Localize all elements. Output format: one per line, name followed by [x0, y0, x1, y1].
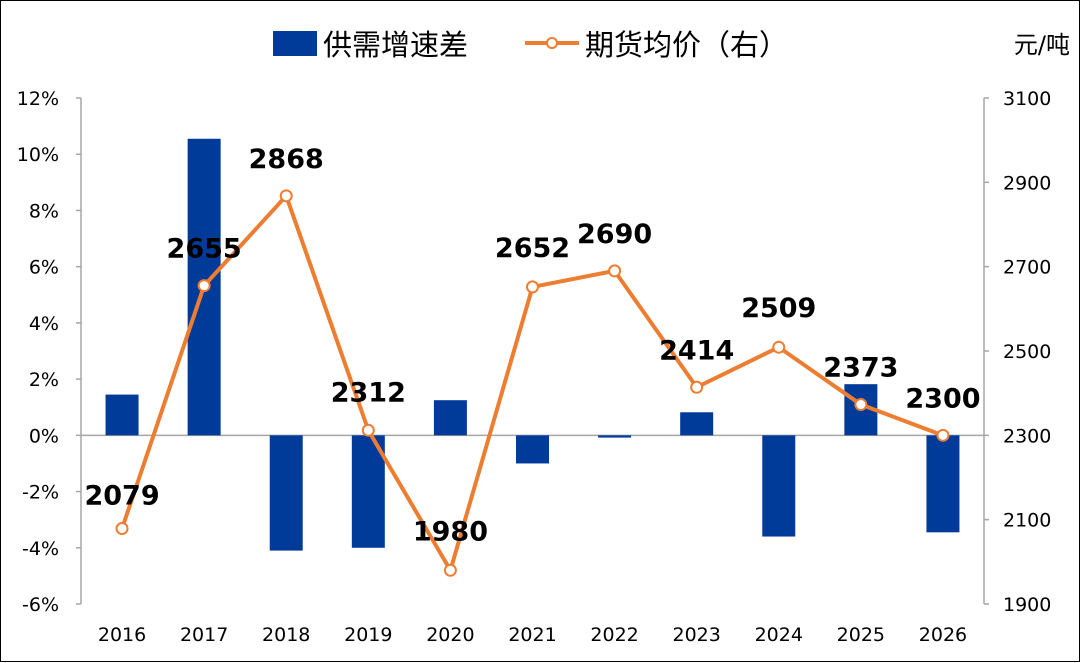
- bar: [680, 412, 714, 436]
- x-tick-label: 2025: [837, 624, 885, 646]
- price-data-label: 2690: [577, 219, 652, 250]
- bar: [598, 435, 632, 438]
- price-marker: [197, 279, 211, 293]
- x-tick-label: 2020: [426, 624, 474, 646]
- x-tick-label: 2024: [755, 624, 803, 646]
- price-data-label: 1980: [413, 516, 488, 547]
- price-marker: [608, 264, 622, 278]
- bar: [762, 435, 796, 537]
- price-data-label: 2655: [167, 234, 242, 265]
- left-tick-label: 4%: [29, 313, 59, 335]
- legend-swatch-bar: [273, 31, 317, 56]
- x-tick-label: 2021: [508, 624, 556, 646]
- x-tick-label: 2026: [919, 624, 967, 646]
- legend-marker-line: [546, 37, 558, 49]
- x-tick-label: 2017: [180, 624, 228, 646]
- bar: [516, 435, 549, 464]
- left-tick-label: 12%: [17, 88, 59, 110]
- left-tick-label: -2%: [22, 482, 59, 504]
- bars: [105, 138, 960, 551]
- right-tick-label: 1900: [1003, 594, 1051, 616]
- price-data-label: 2509: [741, 293, 816, 324]
- left-tick-label: -4%: [22, 538, 59, 560]
- line-series: [115, 189, 950, 577]
- right-tick-label: 3100: [1003, 88, 1051, 110]
- left-tick-label: 0%: [29, 425, 59, 447]
- legend-label-line: 期货均价（右）: [585, 28, 788, 62]
- right-tick-label: 2700: [1003, 257, 1051, 279]
- left-tick-label: 8%: [29, 200, 59, 222]
- price-marker: [361, 423, 375, 437]
- bar: [269, 435, 303, 551]
- legend-label-bar: 供需增速差: [323, 28, 468, 62]
- x-tick-label: 2018: [262, 624, 310, 646]
- right-tick-label: 2900: [1003, 172, 1051, 194]
- price-data-label: 2300: [905, 383, 980, 414]
- bar: [926, 435, 960, 533]
- x-tick-label: 2022: [590, 624, 638, 646]
- bar: [105, 394, 139, 436]
- legend: 供需增速差 期货均价（右）: [273, 28, 788, 62]
- price-data-label: 2312: [331, 377, 406, 408]
- axes: -6% -4% -2% 0% 2% 4% 6% 8% 10% 12% 1900 2100 2300 250…: [17, 88, 1052, 646]
- price-marker: [772, 340, 786, 354]
- left-tick-label: 6%: [29, 257, 59, 279]
- bar: [351, 435, 385, 548]
- price-marker: [936, 428, 950, 442]
- right-tick-label: 2300: [1003, 425, 1051, 447]
- left-tick-label: 10%: [17, 144, 59, 166]
- price-marker: [526, 280, 539, 294]
- x-tick-label: 2016: [98, 624, 146, 646]
- x-tick-label: 2019: [344, 624, 392, 646]
- right-axis-unit: 元/吨: [1014, 31, 1070, 59]
- x-tick-label: 2023: [673, 624, 721, 646]
- price-data-label: 2079: [84, 481, 159, 512]
- right-tick-label: 2500: [1003, 341, 1051, 363]
- bar: [433, 400, 467, 436]
- price-marker: [443, 563, 457, 577]
- left-tick-label: -6%: [22, 594, 59, 616]
- price-marker: [279, 189, 293, 203]
- price-data-label: 2868: [249, 144, 324, 175]
- price-data-label: 2373: [823, 353, 898, 384]
- left-tick-label: 2%: [29, 369, 59, 391]
- price-marker: [115, 522, 129, 536]
- price-data-label: 2652: [495, 233, 570, 264]
- price-data-label: 2414: [659, 335, 734, 366]
- right-tick-label: 2100: [1003, 510, 1051, 532]
- price-marker: [690, 380, 704, 394]
- price-marker: [854, 398, 868, 412]
- data-labels: 2079 2655 2868 2312 1980 2652 2690 241425092373…: [84, 144, 980, 547]
